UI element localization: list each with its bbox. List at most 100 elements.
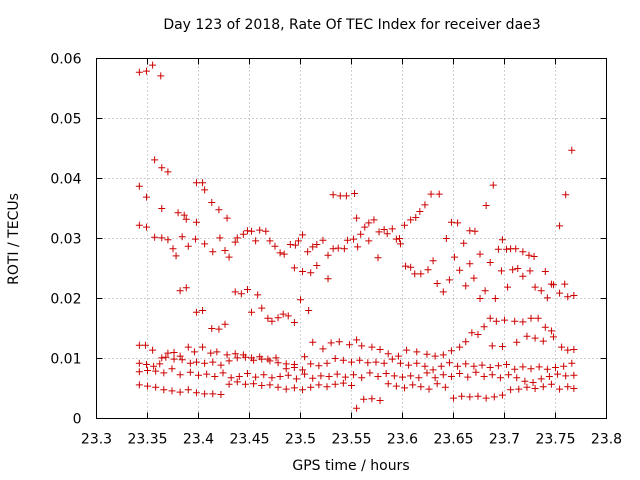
x-tick-label: 23.8 [591, 432, 622, 448]
data-point [182, 215, 190, 223]
data-point [286, 241, 294, 248]
data-point [543, 365, 551, 373]
data-point [547, 327, 555, 335]
data-point [192, 358, 200, 366]
data-point [241, 353, 249, 361]
data-point [192, 389, 200, 397]
data-point [284, 312, 292, 320]
data-point [325, 373, 333, 380]
data-point [407, 263, 415, 271]
data-point [254, 291, 262, 299]
x-tick-label: 23.7 [489, 432, 520, 448]
data-point [336, 192, 344, 200]
data-point [186, 368, 194, 376]
data-point [348, 358, 355, 366]
data-point [248, 308, 256, 316]
data-point [201, 359, 209, 367]
data-point [176, 287, 184, 295]
data-point [466, 260, 474, 268]
data-point [561, 280, 569, 288]
data-point [545, 373, 553, 380]
data-point [464, 373, 472, 381]
data-point [365, 219, 373, 227]
data-point [199, 343, 207, 351]
data-point [227, 374, 235, 382]
data-point [208, 199, 216, 206]
data-point [307, 269, 315, 277]
x-tick-label: 23.4 [183, 432, 214, 448]
data-point [211, 373, 219, 380]
data-point [290, 364, 298, 371]
data-point [331, 380, 339, 388]
data-point [195, 371, 202, 379]
data-point [543, 294, 551, 302]
data-point [441, 383, 449, 391]
y-axis-label: ROTI / TECUs [6, 193, 22, 285]
data-point [405, 361, 413, 369]
data-point [552, 364, 559, 371]
data-point [358, 374, 366, 382]
data-point [474, 392, 482, 400]
y-tick-label: 0.06 [50, 52, 81, 68]
data-point [442, 235, 450, 242]
data-point [482, 202, 490, 209]
data-point [374, 373, 382, 380]
data-point [335, 338, 343, 346]
data-point [526, 267, 534, 275]
data-point [456, 370, 464, 377]
data-point [339, 379, 347, 387]
data-point [513, 338, 521, 346]
data-point [172, 252, 180, 260]
data-point [149, 346, 157, 354]
data-point [392, 235, 400, 243]
data-point [429, 366, 437, 374]
data-point [209, 248, 217, 256]
data-point [535, 363, 543, 371]
data-point [276, 249, 284, 257]
data-point [412, 214, 420, 221]
data-point [216, 234, 224, 242]
data-point [299, 268, 307, 275]
data-point [156, 360, 164, 368]
data-point [427, 190, 435, 198]
data-point [160, 386, 168, 394]
data-point [178, 233, 186, 241]
data-point [411, 270, 419, 278]
data-point [505, 371, 513, 379]
data-point [164, 168, 172, 176]
data-point [201, 390, 209, 398]
data-point [174, 209, 182, 217]
x-tick-label: 23.5 [285, 432, 316, 448]
data-point [262, 227, 270, 235]
data-point [527, 365, 535, 373]
data-point [272, 354, 280, 362]
data-point [151, 156, 159, 164]
data-point [231, 238, 239, 246]
data-point [184, 242, 192, 250]
data-point [178, 356, 186, 364]
data-point [407, 372, 415, 380]
data-point [486, 364, 494, 371]
data-point [233, 378, 241, 386]
data-points [135, 61, 578, 412]
data-point [358, 342, 366, 350]
data-point [513, 374, 521, 382]
data-point [158, 205, 166, 212]
data-point [315, 362, 323, 370]
data-point [158, 164, 166, 172]
data-point [486, 314, 494, 322]
data-point [279, 310, 287, 318]
data-point [492, 317, 500, 325]
data-point [290, 384, 298, 392]
data-point [541, 323, 549, 331]
data-point [417, 270, 425, 278]
data-point [361, 223, 369, 231]
data-point [250, 356, 258, 364]
data-point [142, 223, 150, 231]
data-point [252, 237, 260, 245]
data-point [480, 373, 488, 380]
data-point [248, 227, 256, 235]
data-point [503, 245, 511, 253]
data-point [383, 230, 391, 238]
data-point [395, 235, 403, 242]
